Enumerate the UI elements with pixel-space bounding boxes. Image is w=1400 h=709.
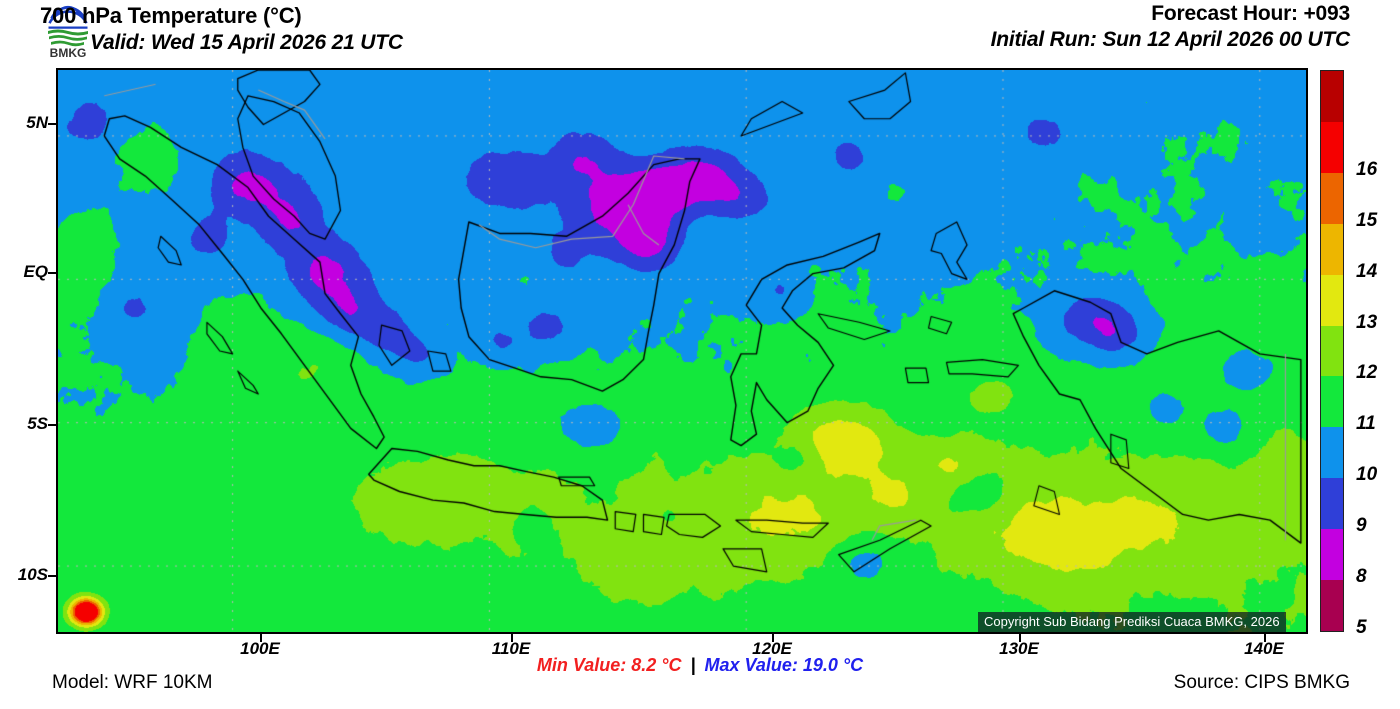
colorbar-band-14 [1321, 223, 1343, 275]
page-title: 700 hPa Temperature (°C) [40, 3, 302, 28]
lon-tick-110E [511, 634, 513, 642]
min-value-label: Min Value: 8.2 °C [536, 655, 682, 675]
max-value-label: Max Value: 19.0 °C [704, 655, 864, 675]
colorbar-band-10 [1321, 427, 1343, 479]
lon-label-130E: 130E [999, 639, 1039, 658]
colorbar-tick-15: 15 [1356, 209, 1378, 231]
temperature-field-canvas [58, 70, 1306, 632]
colorbar-tick-9: 9 [1356, 515, 1367, 537]
colorbar-band-9 [1321, 478, 1343, 530]
colorbar-tick-12: 12 [1356, 362, 1378, 384]
minmax-separator: | [690, 655, 696, 675]
bmkg-logo-text: BMKG [50, 46, 87, 59]
colorbar-band-16 [1321, 121, 1343, 173]
colorbar-tick-10: 10 [1356, 464, 1378, 486]
lat-tick-10S [48, 575, 56, 577]
colorbar-tick-8: 8 [1356, 566, 1367, 588]
colorbar-labels: 16 15 14 13 12 11 10 9 8 5 [1352, 70, 1398, 638]
lon-tick-130E [1019, 634, 1021, 642]
lat-label-5S: 5S [27, 414, 48, 433]
forecast-hour: Forecast Hour: +093 [1151, 2, 1350, 25]
lat-tick-EQ [48, 272, 56, 274]
bmkg-logo: BMKG [42, 3, 94, 59]
header-left: 700 hPa Temperature (°C) Valid: Wed 15 A… [40, 2, 740, 55]
colorbar-band-15 [1321, 172, 1343, 224]
lat-tick-5S [48, 424, 56, 426]
colorbar-band-12 [1321, 325, 1343, 377]
colorbar-tick-16: 16 [1356, 158, 1378, 180]
lon-tick-140E [1264, 634, 1266, 642]
colorbar-band-5 [1321, 580, 1343, 631]
colorbar-tick-11: 11 [1356, 413, 1376, 435]
colorbar-band-11 [1321, 376, 1343, 428]
colorbar-tick-5: 5 [1356, 617, 1367, 638]
header-right: Forecast Hour: +093 Initial Run: Sun 12 … [730, 2, 1351, 52]
copyright-watermark: Copyright Sub Bidang Prediksi Cuaca BMKG… [978, 612, 1286, 632]
lon-label-100E: 100E [240, 639, 280, 658]
source-label: Source: CIPS BMKG [1173, 672, 1350, 693]
lon-tick-120E [772, 634, 774, 642]
colorbar-band-top [1321, 71, 1343, 122]
lon-tick-100E [260, 634, 262, 642]
lon-label-140E: 140E [1244, 639, 1284, 658]
lon-label-120E: 120E [752, 639, 792, 658]
lat-label-10S: 10S [17, 565, 48, 584]
title-row: 700 hPa Temperature (°C) [40, 2, 740, 30]
forecast-map[interactable]: Copyright Sub Bidang Prediksi Cuaca BMKG… [56, 68, 1308, 634]
colorbar-band-8 [1321, 529, 1343, 581]
colorbar-tick-14: 14 [1356, 260, 1378, 282]
lat-tick-5N [48, 123, 56, 125]
minmax-labels: Min Value: 8.2 °C | Max Value: 19.0 °C [0, 655, 1400, 676]
initial-run: Initial Run: Sun 12 April 2026 00 UTC [990, 28, 1351, 51]
temperature-colorbar[interactable] [1320, 70, 1344, 632]
lat-label-EQ: EQ [23, 262, 48, 281]
lat-label-5N: 5N [26, 113, 48, 132]
colorbar-tick-13: 13 [1356, 311, 1378, 333]
lon-label-110E: 110E [491, 639, 531, 658]
colorbar-band-13 [1321, 274, 1343, 326]
valid-time: Valid: Wed 15 April 2026 21 UTC [90, 31, 403, 54]
model-label: Model: WRF 10KM [52, 672, 213, 693]
